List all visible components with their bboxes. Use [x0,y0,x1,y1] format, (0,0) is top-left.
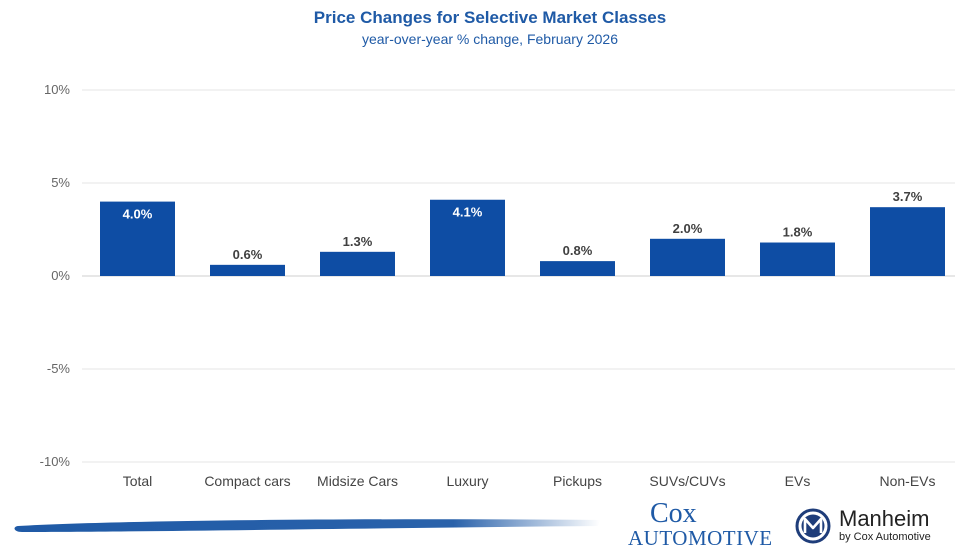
x-tick-label: Total [123,473,153,489]
y-tick-label: 10% [44,82,70,97]
cox-logo-line1: Cox [650,498,697,529]
cox-logo-line2: AUTOMOTIVE [628,526,773,550]
bar [540,261,615,276]
data-label: 2.0% [673,221,703,236]
x-tick-label: Non-EVs [879,473,935,489]
y-tick-label: 0% [51,268,70,283]
manheim-name: Manheim [839,506,930,531]
chart-subtitle: year-over-year % change, February 2026 [361,31,619,47]
x-tick-label: Pickups [553,473,602,489]
x-tick-label: SUVs/CUVs [649,473,725,489]
data-label: 4.0% [123,207,153,222]
data-label: 0.8% [563,243,593,258]
y-tick-label: -5% [47,361,71,376]
manheim-m-icon [795,508,831,544]
y-tick-label: -10% [40,454,71,469]
x-tick-label: Midsize Cars [317,473,398,489]
x-tick-label: Compact cars [204,473,290,489]
bar [100,201,175,276]
x-tick-label: Luxury [446,473,488,489]
bar [650,238,725,276]
bar [870,207,945,276]
data-label: 1.3% [343,234,373,249]
data-label: 4.1% [453,205,483,220]
brush-stroke-graphic [14,519,600,532]
cox-automotive-logo: Cox AUTOMOTIVE [628,500,778,549]
bar-chart: 10% 5% 0% -5% -10% 4.0% Total 0.6% Compact cars 1… [40,82,955,489]
data-label: 0.6% [233,247,263,262]
data-label: 3.7% [893,189,923,204]
bar [210,264,285,276]
y-tick-label: 5% [51,175,70,190]
bar [760,242,835,276]
data-label: 1.8% [783,225,813,240]
chart-title: Price Changes for Selective Market Class… [313,8,667,27]
x-tick-label: EVs [785,473,811,489]
bar [430,199,505,276]
manheim-tagline: by Cox Automotive [839,531,931,543]
bar [320,251,395,276]
